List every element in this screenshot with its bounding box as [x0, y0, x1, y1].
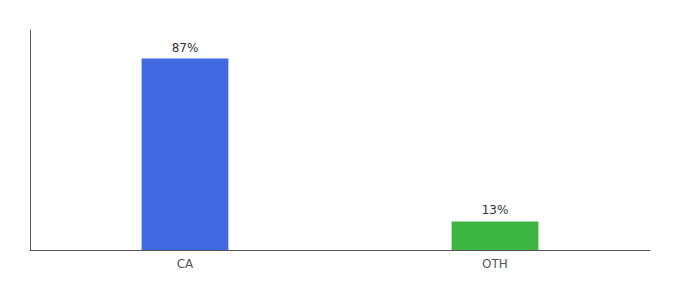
svg-text:87%: 87%	[172, 41, 199, 55]
svg-text:OTH: OTH	[482, 257, 508, 271]
svg-text:CA: CA	[177, 257, 194, 271]
svg-text:13%: 13%	[482, 203, 509, 217]
